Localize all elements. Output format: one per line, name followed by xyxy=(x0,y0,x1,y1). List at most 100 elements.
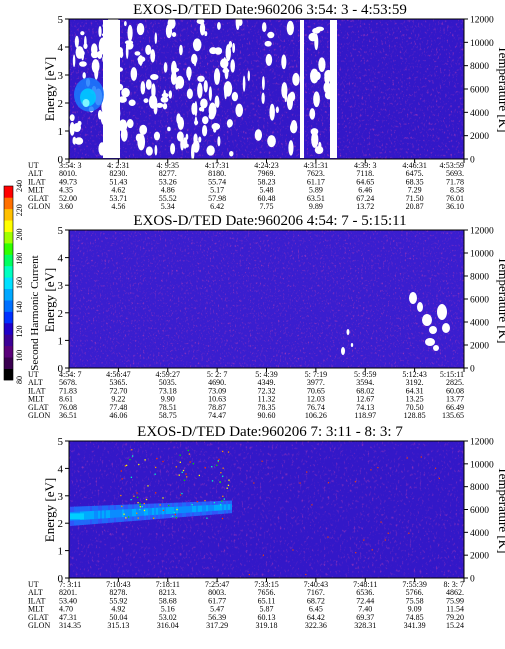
table-cell: 3:54: 3 xyxy=(59,161,81,170)
count-dot xyxy=(183,479,186,481)
gap-blob xyxy=(197,75,205,82)
table-cell: 64.65 xyxy=(356,177,374,186)
count-dot xyxy=(155,466,157,469)
gap-blob xyxy=(192,140,200,153)
table-cell: 8277. xyxy=(159,169,177,178)
ion-column-core xyxy=(170,507,172,514)
y-tick-label-right: 6000 xyxy=(470,86,489,96)
table-cell: 4:59:27 xyxy=(156,370,180,379)
ion-column-core xyxy=(210,505,212,512)
table-cell: 8201. xyxy=(59,588,77,597)
gap-blob xyxy=(184,143,189,148)
count-dot xyxy=(253,482,255,484)
gap-blob xyxy=(346,329,350,335)
count-dot xyxy=(186,476,188,478)
gap-blob xyxy=(74,137,84,145)
ion-column-core xyxy=(192,505,194,513)
count-dot xyxy=(327,482,330,484)
table-cell: 9.90 xyxy=(161,395,175,404)
colorbar-tick-label: 240 xyxy=(15,180,24,192)
gap-blob xyxy=(350,343,354,347)
gap-blob xyxy=(429,326,437,334)
colorbar-swatches xyxy=(4,186,13,381)
ion-column-core xyxy=(200,505,202,512)
table-cell: 7:33:15 xyxy=(254,580,278,589)
ion-column-core xyxy=(186,506,188,513)
gap-blob xyxy=(108,31,114,39)
table-cell: 118.97 xyxy=(354,411,376,420)
gap-blob xyxy=(97,109,103,120)
count-dot xyxy=(141,505,143,508)
y-tick-label: 0 xyxy=(58,573,64,585)
count-dot xyxy=(217,460,219,462)
gap-blob xyxy=(185,133,189,140)
table-cell: 58.23 xyxy=(258,177,276,186)
y-tick-label: 3 xyxy=(58,280,64,292)
gap-blob xyxy=(170,143,176,155)
table-cell: 341.39 xyxy=(404,621,426,630)
table-cell: 69.37 xyxy=(356,613,374,622)
ion-column-core xyxy=(148,508,150,516)
count-dot xyxy=(144,459,146,461)
table-row-label: UT xyxy=(28,580,39,589)
colorbar: 80 100 120 140 160 180 200 220 240 Second Harmon… xyxy=(3,180,41,384)
count-dot xyxy=(211,480,214,482)
table-cell: 5035. xyxy=(159,378,177,387)
table-cell: 5: 4:39 xyxy=(255,370,277,379)
gap-blob xyxy=(247,70,251,82)
ion-column-core xyxy=(134,508,136,517)
gap-blob xyxy=(140,81,146,95)
table-cell: 5766. xyxy=(406,588,424,597)
y-tick-label-right: 8000 xyxy=(470,62,489,72)
gap-blob xyxy=(108,70,114,85)
table-cell: 36.10 xyxy=(446,202,464,211)
sparse-counts xyxy=(120,449,441,576)
ion-column-core xyxy=(226,504,228,511)
table-cell: 8: 3: 7 xyxy=(444,580,464,589)
colorbar-ticks: 80 100 120 140 160 180 200 220 240 xyxy=(15,180,24,384)
y-tick-label: 2 xyxy=(58,518,64,530)
ion-column-core xyxy=(128,509,130,517)
gap-blob xyxy=(79,61,87,67)
table-cell: 71.83 xyxy=(59,386,77,395)
count-dot xyxy=(262,554,265,556)
y-tick-label: 3 xyxy=(58,70,64,82)
colorbar-swatch xyxy=(4,345,13,358)
count-dot xyxy=(363,539,365,541)
y-tick-label-right: 0 xyxy=(470,575,475,585)
table-cell: 7118. xyxy=(356,169,374,178)
ion-column-core xyxy=(140,508,142,516)
gap-blob xyxy=(310,128,319,136)
table-cell: 8.58 xyxy=(450,186,464,195)
gap-blob xyxy=(75,46,84,59)
y-tick-label-right: 4000 xyxy=(470,109,489,119)
table-cell: 6.46 xyxy=(358,186,372,195)
gap-blob xyxy=(118,96,127,103)
count-dot xyxy=(179,494,182,496)
table-cell: 12.03 xyxy=(307,395,325,404)
plot-area xyxy=(68,229,465,369)
gap-blob xyxy=(153,131,161,141)
ion-column-core xyxy=(204,505,206,512)
gap-blob xyxy=(309,108,316,120)
gap-blob xyxy=(324,71,331,85)
colorbar-swatch xyxy=(4,231,13,244)
gap-blob xyxy=(113,120,121,127)
y-tick-label-right: 8000 xyxy=(470,483,489,493)
table-cell: 56.39 xyxy=(208,613,226,622)
ion-column-core xyxy=(202,505,204,512)
gap-blob xyxy=(109,68,118,74)
table-cell: 63.51 xyxy=(307,194,325,203)
data-gaps xyxy=(341,292,450,355)
colorbar-swatch xyxy=(4,197,13,210)
count-dot xyxy=(143,502,145,505)
count-dot xyxy=(218,458,220,461)
gap-blob xyxy=(314,71,321,81)
gap-blob xyxy=(200,98,208,109)
table-cell: 58.68 xyxy=(159,596,177,605)
gap-blob xyxy=(116,47,123,54)
gap-blob xyxy=(199,22,206,36)
colorbar-swatch xyxy=(4,220,13,232)
table-cell: 2825. xyxy=(446,378,464,387)
table-cell: 4.70 xyxy=(59,605,73,614)
